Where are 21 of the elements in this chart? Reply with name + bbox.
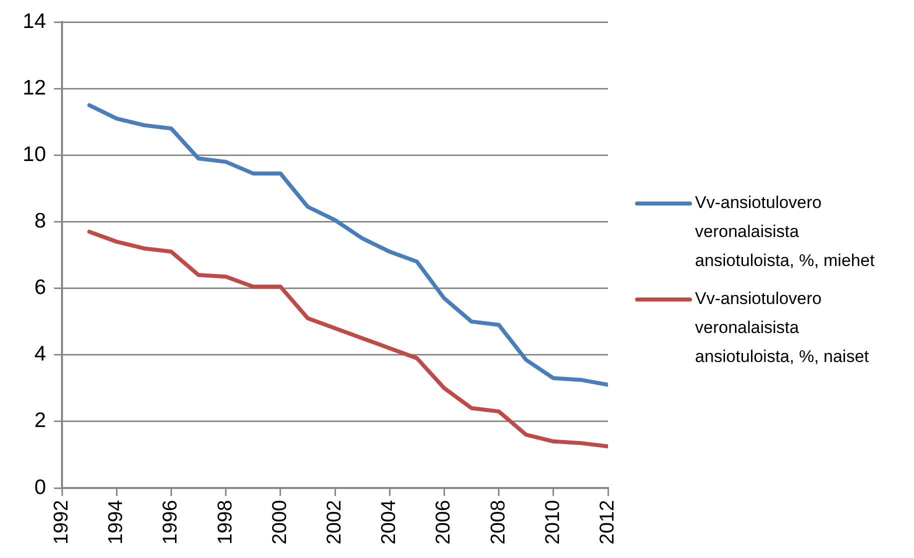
y-tick-label: 6: [34, 276, 46, 300]
y-tick-label: 8: [34, 210, 46, 233]
x-tick-label: 1998: [214, 500, 236, 544]
x-tick-label: 2008: [487, 500, 510, 544]
y-tick-label: 14: [22, 10, 46, 33]
x-tick-label: 2002: [324, 500, 346, 544]
x-tick-label: 1992: [50, 500, 73, 544]
x-tick-label: 2012: [596, 500, 619, 544]
x-tick-label: 2010: [542, 500, 564, 544]
y-tick-label: 4: [34, 342, 46, 366]
y-tick-label: 0: [34, 476, 46, 499]
x-tick-label: 2004: [378, 500, 400, 544]
y-tick-label: 2: [34, 409, 46, 432]
y-tick-label: 10: [22, 142, 46, 166]
x-tick-label: 1994: [105, 500, 128, 544]
legend-label: Vv-ansiotulovero veronalaisista ansiotuloista, %, miehet: [695, 193, 875, 270]
x-tick-label: 1996: [160, 500, 182, 544]
x-tick-label: 2000: [268, 500, 291, 544]
legend-label: Vv-ansiotulovero veronalaisista ansiotuloista, %, naiset: [695, 289, 870, 366]
y-tick-label: 12: [22, 76, 46, 100]
x-tick-label: 2006: [432, 500, 455, 544]
